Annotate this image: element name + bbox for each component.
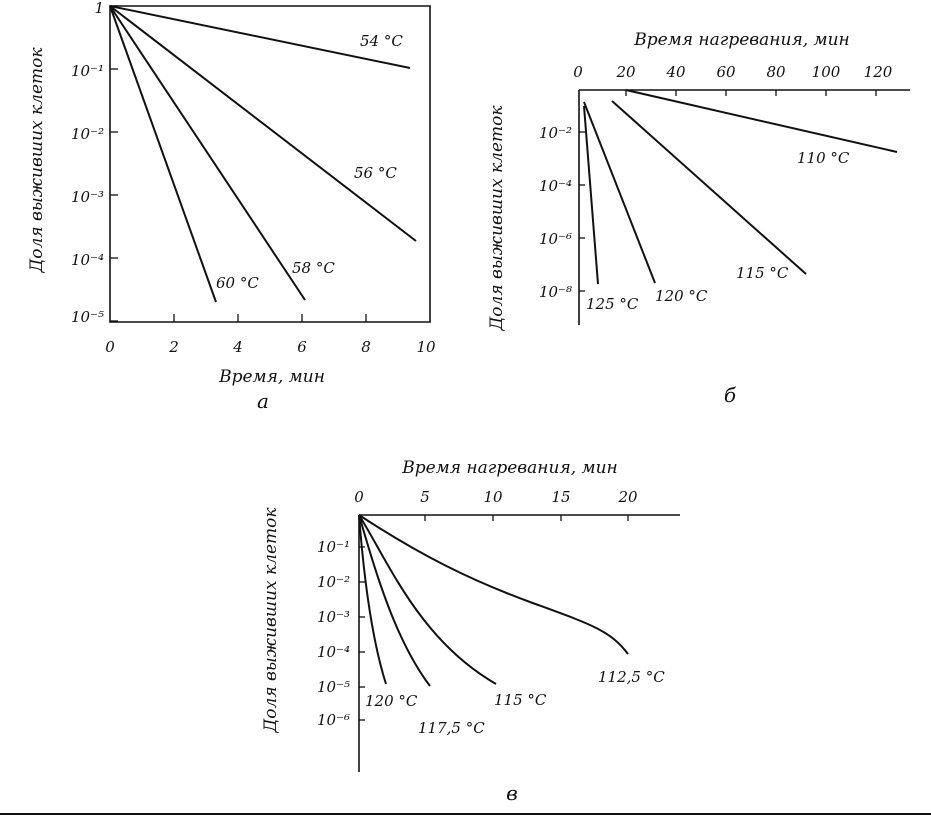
panel-c-xtick-label: 5 [420,488,430,506]
panel-a-xtick-label: 2 [168,338,179,356]
panel-b-ytick-label: 10⁻⁸ [539,283,572,301]
panel-a-series-label: 56 °C [354,164,397,182]
panel-c-series-112-5 [358,514,629,655]
panel-c-series-label: 120 °C [365,692,418,710]
panel-a-xtick-label: 8 [361,338,371,356]
panel-b-series-115 [611,100,807,275]
panel-a-series-60 [109,5,217,303]
panel-b-series-label: 110 °C [797,149,850,167]
panel-a-series-54 [109,5,411,69]
panel-a-xtick-label: 10 [416,338,436,356]
panel-b-series-label: 120 °C [655,287,708,305]
panel-b-x-axis-title: Время нагревания, мин [633,30,850,50]
panel-b-y-axis-title: Доля выживших клеток [487,105,507,332]
panel-a-ytick-label: 1 [94,0,104,17]
panel-b-xtick-label: 20 [615,63,636,81]
panel-a-ytick-label: 10⁻² [71,125,104,143]
panel-b-series-125 [583,105,599,285]
panel-c-series-label: 117,5 °C [418,719,485,737]
panel-c-xtick-label: 20 [617,488,638,506]
panel-a-x-axis-title: Время, мин [218,367,325,387]
panel-a-frame [109,5,431,323]
panel-b-xtick-label: 0 [573,63,583,81]
panel-b-xtick-label: 80 [766,63,786,81]
panel-c-series-label: 112,5 °C [598,668,665,686]
panel-a-xtick-label: 0 [105,338,115,356]
panel-c-series-115 [358,514,497,685]
panel-c-ytick-label: 10⁻² [317,573,350,591]
panel-a-series-label: 58 °C [292,259,335,277]
panel-c-ytick-label: 10⁻¹ [317,538,350,556]
panel-c-series-label: 115 °C [494,691,547,709]
panel-b-series-label: 125 °C [586,295,639,313]
panel-b-xtick-label: 60 [716,63,736,81]
panel-c: Время нагревания, мин 0 5 10 15 20 10⁻¹ … [261,458,680,805]
panel-a-ytick-label: 10⁻¹ [71,62,104,80]
panel-c-ytick-label: 10⁻⁴ [317,643,350,661]
panel-b-series-110 [625,89,898,153]
panel-c-series-120 [358,514,387,685]
panel-a-caption: а [257,389,269,413]
panel-c-ytick-label: 10⁻⁶ [317,711,350,729]
panel-c-xtick-label: 10 [483,488,503,506]
panel-b-ytick-label: 10⁻⁶ [539,230,572,248]
panel-c-xtick-label: 15 [551,488,570,506]
panel-b-xtick-label: 120 [864,63,893,81]
panel-c-y-axis-title: Доля выживших клеток [261,507,281,734]
panel-a-xtick-label: 6 [297,338,307,356]
panel-b-ytick-label: 10⁻² [539,124,572,142]
panel-c-xtick-label: 0 [354,488,364,506]
panel-a-series-58 [109,5,306,301]
panel-a-series-label: 60 °C [216,274,259,292]
panel-a: 1 10⁻¹ 10⁻² 10⁻³ 10⁻⁴ 10⁻⁵ 0 2 4 6 8 10 … [27,0,436,413]
panel-c-ytick-label: 10⁻⁵ [317,678,350,696]
panel-c-caption: в [506,781,518,805]
panel-c-ytick-label: 10⁻³ [317,608,350,626]
panel-a-series-label: 54 °C [360,32,403,50]
panel-c-series-117-5 [358,514,431,687]
panel-a-ytick-label: 10⁻³ [71,188,104,206]
panel-b-series-120 [583,101,656,284]
panel-c-x-axis-title: Время нагревания, мин [401,458,618,478]
panel-b-xtick-label: 100 [812,63,841,81]
panel-b: Время нагревания, мин 0 20 40 60 80 100 … [487,30,910,407]
panel-a-y-axis-title: Доля выживших клеток [27,47,47,274]
panel-b-ytick-label: 10⁻⁴ [539,177,572,195]
panel-a-xtick-label: 4 [232,338,243,356]
panel-b-series-label: 115 °C [736,264,789,282]
panel-b-caption: б [724,383,737,407]
panel-a-ytick-label: 10⁻⁴ [71,251,104,269]
panel-a-series-56 [109,5,417,242]
panel-b-xtick-label: 40 [665,63,686,81]
panel-a-ytick-label: 10⁻⁵ [71,308,104,326]
